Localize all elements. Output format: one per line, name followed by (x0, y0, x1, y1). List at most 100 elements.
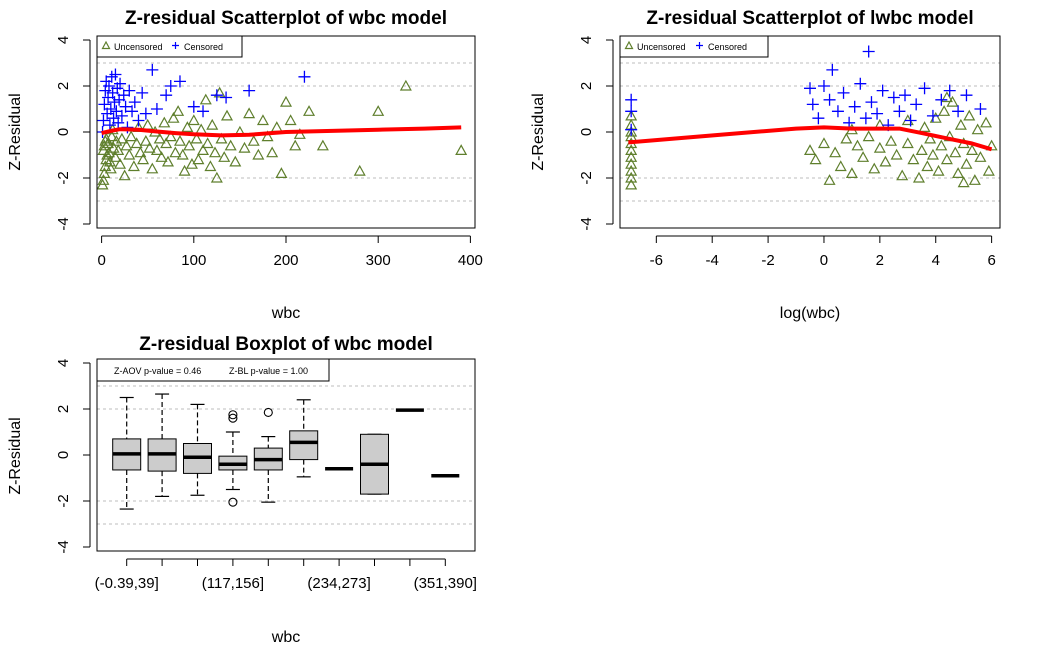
uncensored-point (845, 167, 858, 178)
x-tick-label: -2 (761, 252, 774, 269)
uncensored-point (372, 105, 385, 116)
censored-point (804, 82, 816, 95)
uncensored-point (155, 151, 168, 162)
uncensored-point (985, 139, 998, 151)
uncensored-point (907, 153, 920, 165)
axes: 0 100 200 300 400 -4 -2 0 2 4 (55, 36, 483, 269)
uncensored-point (625, 178, 638, 190)
censored-point (102, 80, 115, 92)
censored-point (831, 105, 844, 118)
censored-point (817, 80, 830, 92)
censored-point (848, 100, 861, 113)
legend-plus-marker (696, 42, 703, 49)
y-tick-label: -4 (55, 540, 72, 553)
lwbc-scatter-panel: Z-residual Scatterplot of lwbc model log… (530, 8, 1001, 322)
legend-entry-uncensored: Uncensored (114, 42, 163, 52)
uncensored-point (834, 160, 847, 172)
censored-point (119, 100, 132, 113)
x-axis-label: wbc (271, 629, 300, 646)
uncensored-point (199, 93, 212, 105)
uncensored-point (974, 151, 987, 162)
uncensored-point (915, 144, 928, 155)
box-body (289, 430, 319, 461)
box-7 (360, 433, 389, 495)
uncensored-point (141, 118, 154, 130)
uncensored-point (957, 176, 970, 188)
uncensored-point (963, 109, 976, 121)
box-3 (218, 410, 248, 507)
uncensored-point (150, 144, 163, 155)
censored-point (960, 89, 973, 102)
axes: -6 -4 -2 0 2 4 6 -4 -2 0 2 4 (578, 36, 996, 269)
uncensored-point (218, 151, 231, 162)
uncensored-point (940, 91, 953, 103)
censored-point (98, 98, 111, 111)
legend-triangle-marker (624, 40, 634, 50)
y-tick-label: 0 (55, 128, 72, 136)
uncensored-point (195, 123, 208, 135)
y-tick-label: 4 (55, 36, 72, 44)
uncensored-point (949, 146, 962, 158)
uncensored-point (293, 128, 306, 139)
legend-plus-marker (172, 42, 179, 49)
censored-point (243, 84, 256, 97)
uncensored-point (926, 148, 939, 160)
uncensored-point (187, 114, 200, 126)
uncensored-point (399, 79, 412, 91)
uncensored-point (176, 148, 189, 160)
y-tick-label: -2 (55, 494, 72, 507)
censored-point (625, 123, 638, 136)
uncensored-point (261, 130, 274, 142)
uncensored-point (935, 139, 948, 151)
x-tick-label: 100 (181, 252, 206, 269)
censored-point (918, 82, 931, 95)
censored-point (150, 103, 163, 115)
legend-entry-zaov: Z-AOV p-value = 0.46 (114, 366, 201, 376)
smooth-line (628, 125, 993, 152)
uncensored-point (137, 153, 150, 165)
uncensored-point (879, 155, 892, 167)
y-tick-label: 2 (55, 82, 72, 90)
uncensored-point (153, 132, 166, 144)
legend: Z-AOV p-value = 0.46 Z-BL p-value = 1.00 (96, 358, 330, 382)
wbc-boxplot-panel: Z-residual Boxplot of wbc model wbc Z-Re… (7, 334, 477, 646)
uncensored-point (851, 139, 864, 151)
uncensored-point (114, 157, 127, 169)
censored-point (146, 63, 159, 76)
box-5 (289, 399, 319, 478)
censored-point (123, 84, 136, 97)
uncensored-point (238, 141, 251, 153)
uncensored-point (158, 116, 171, 128)
censored-point (910, 98, 923, 111)
legend: Uncensored Censored (619, 35, 769, 58)
uncensored-point (625, 164, 638, 176)
uncensored-point (952, 167, 965, 178)
y-tick-label: -2 (55, 171, 72, 184)
censored-point (826, 63, 839, 76)
censored-point (112, 116, 125, 129)
chart-title: Z-residual Scatterplot of lwbc model (646, 8, 973, 29)
uncensored-point (256, 114, 269, 126)
uncensored-point (252, 148, 265, 160)
censored-point (132, 114, 145, 127)
outlier-point (228, 410, 238, 420)
data-series (96, 63, 468, 190)
uncensored-point (107, 141, 120, 153)
uncensored-point (901, 137, 914, 149)
uncensored-point (862, 130, 875, 142)
censored-point (974, 103, 987, 115)
y-tick-label: -4 (55, 217, 72, 230)
uncensored-point (289, 139, 302, 151)
censored-point (952, 105, 965, 118)
legend-entry-uncensored: Uncensored (637, 42, 686, 52)
uncensored-point (134, 146, 147, 158)
censored-point (893, 105, 906, 118)
y-tick-label: 4 (55, 359, 72, 367)
legend: Uncensored Censored (96, 35, 243, 58)
legend-box (96, 358, 330, 382)
x-tick-label: (351,390] (414, 575, 477, 592)
censored-point (899, 89, 911, 102)
uncensored-point (247, 134, 260, 146)
uncensored-point (220, 109, 234, 121)
boxes (112, 393, 460, 510)
